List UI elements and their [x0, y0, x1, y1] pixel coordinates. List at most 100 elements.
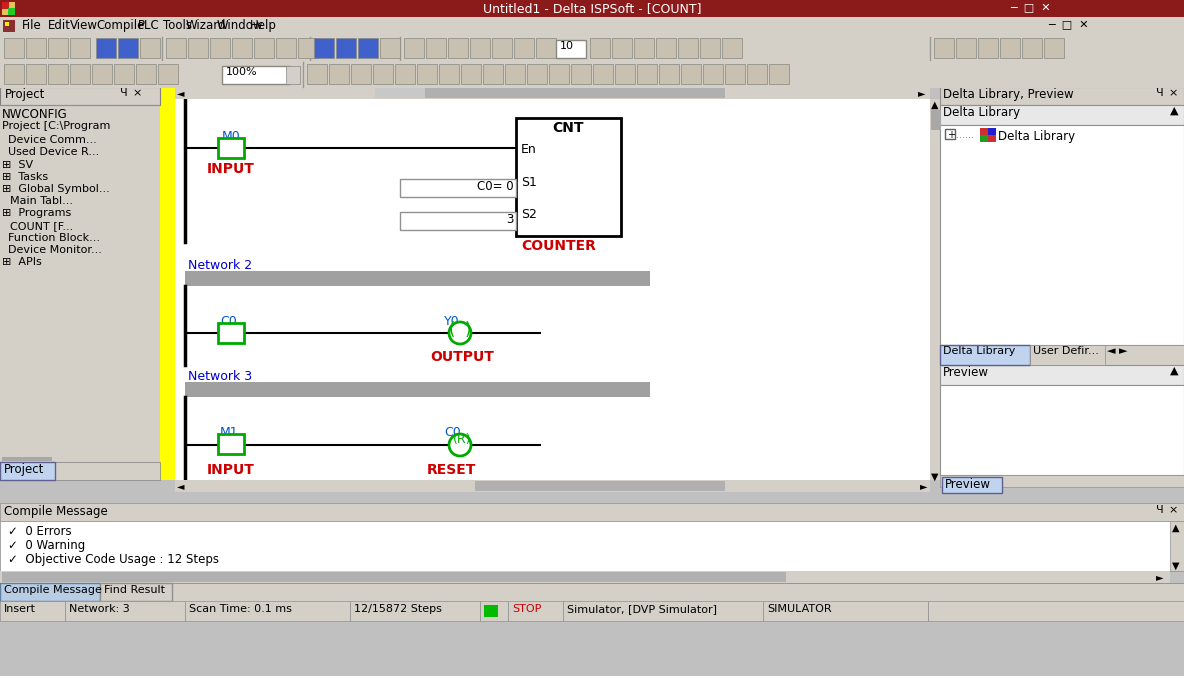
Bar [49, 64, 67, 84]
Text: File: File [22, 19, 41, 32]
Text: En: En [521, 143, 536, 156]
Bar [514, 38, 534, 58]
Text: ►: ► [920, 481, 927, 491]
Text: Main Tabl...: Main Tabl... [9, 196, 73, 206]
Bar [223, 66, 290, 84]
Bar [0, 87, 1184, 499]
Bar [307, 64, 327, 84]
Bar [188, 38, 208, 58]
Bar [564, 601, 762, 621]
Text: ×: × [1167, 88, 1177, 98]
Text: Function Block...: Function Block... [8, 233, 99, 243]
Text: ⊞  SV: ⊞ SV [2, 160, 33, 170]
Bar [185, 601, 350, 621]
Text: Simulator, [DVP Simulator]: Simulator, [DVP Simulator] [567, 604, 718, 614]
Text: ⊞  Global Symbol...: ⊞ Global Symbol... [2, 184, 110, 194]
Bar [185, 271, 650, 286]
Text: ▲: ▲ [1170, 366, 1178, 376]
Bar [484, 605, 498, 617]
Bar [0, 462, 54, 480]
Bar [218, 138, 244, 158]
Text: Used Device R...: Used Device R... [8, 147, 99, 157]
Bar [0, 105, 160, 460]
Text: ): ) [465, 321, 471, 339]
Bar [612, 38, 632, 58]
Text: ×: × [1167, 505, 1177, 515]
Bar [314, 38, 334, 58]
Bar [768, 64, 789, 84]
Bar [725, 64, 745, 84]
Bar [0, 87, 160, 105]
Bar [5, 22, 9, 26]
Bar [99, 583, 172, 601]
Text: M1: M1 [220, 426, 239, 439]
Text: ▲: ▲ [1170, 106, 1178, 116]
Bar [590, 38, 610, 58]
Bar [703, 64, 723, 84]
Bar [232, 38, 252, 58]
Bar [140, 38, 160, 58]
Bar [0, 35, 1184, 62]
Text: Compile: Compile [96, 19, 144, 32]
Text: Ч: Ч [1156, 88, 1164, 98]
Bar [287, 66, 300, 84]
Bar [350, 64, 371, 84]
Bar [516, 118, 620, 236]
Text: 12/15872 Steps: 12/15872 Steps [354, 604, 442, 614]
Bar [940, 365, 1184, 385]
Text: Preview: Preview [945, 478, 991, 491]
Bar [400, 179, 516, 197]
Bar [175, 480, 929, 492]
Bar [700, 38, 720, 58]
Bar [536, 38, 556, 58]
Text: COUNTER: COUNTER [521, 239, 596, 253]
Text: Delta Library: Delta Library [942, 346, 1016, 356]
Bar [70, 38, 90, 58]
Text: Project: Project [5, 88, 45, 101]
Bar [0, 87, 160, 462]
Bar [940, 105, 1184, 125]
Bar [942, 477, 1002, 493]
Text: Device Monitor...: Device Monitor... [8, 245, 102, 255]
Bar [1044, 38, 1064, 58]
Bar [470, 38, 490, 58]
Text: Delta Library: Delta Library [998, 130, 1075, 143]
Bar [96, 38, 116, 58]
Text: ◄: ◄ [176, 88, 185, 98]
Bar [637, 64, 657, 84]
Bar [417, 64, 437, 84]
Text: Network: 3: Network: 3 [69, 604, 130, 614]
Text: Find Result: Find Result [104, 585, 165, 595]
Bar [659, 64, 678, 84]
Text: Window: Window [217, 19, 264, 32]
Bar [185, 382, 650, 397]
Bar [276, 38, 296, 58]
Bar [8, 8, 15, 15]
Bar [118, 38, 139, 58]
Text: Y0: Y0 [444, 315, 459, 328]
Bar [0, 503, 1184, 521]
Bar [0, 462, 160, 480]
Bar [426, 38, 446, 58]
Text: ⊞  Tasks: ⊞ Tasks [2, 172, 49, 182]
Bar [980, 128, 996, 142]
Bar [593, 64, 613, 84]
Bar [175, 87, 929, 480]
Bar [0, 601, 1184, 621]
Bar [940, 385, 1184, 475]
Circle shape [449, 434, 471, 456]
Bar [1030, 345, 1105, 365]
Bar [0, 456, 160, 462]
Text: ✓  0 Warning: ✓ 0 Warning [8, 539, 85, 552]
Bar [549, 64, 570, 84]
Circle shape [449, 322, 471, 344]
Bar [350, 601, 480, 621]
Bar [940, 125, 1184, 345]
Bar [987, 128, 996, 135]
Text: Tools: Tools [163, 19, 192, 32]
Text: S1: S1 [521, 176, 536, 189]
Bar [448, 38, 468, 58]
Text: ─  □  ✕: ─ □ ✕ [1010, 2, 1050, 12]
Bar [656, 38, 676, 58]
Text: +: + [947, 130, 955, 140]
